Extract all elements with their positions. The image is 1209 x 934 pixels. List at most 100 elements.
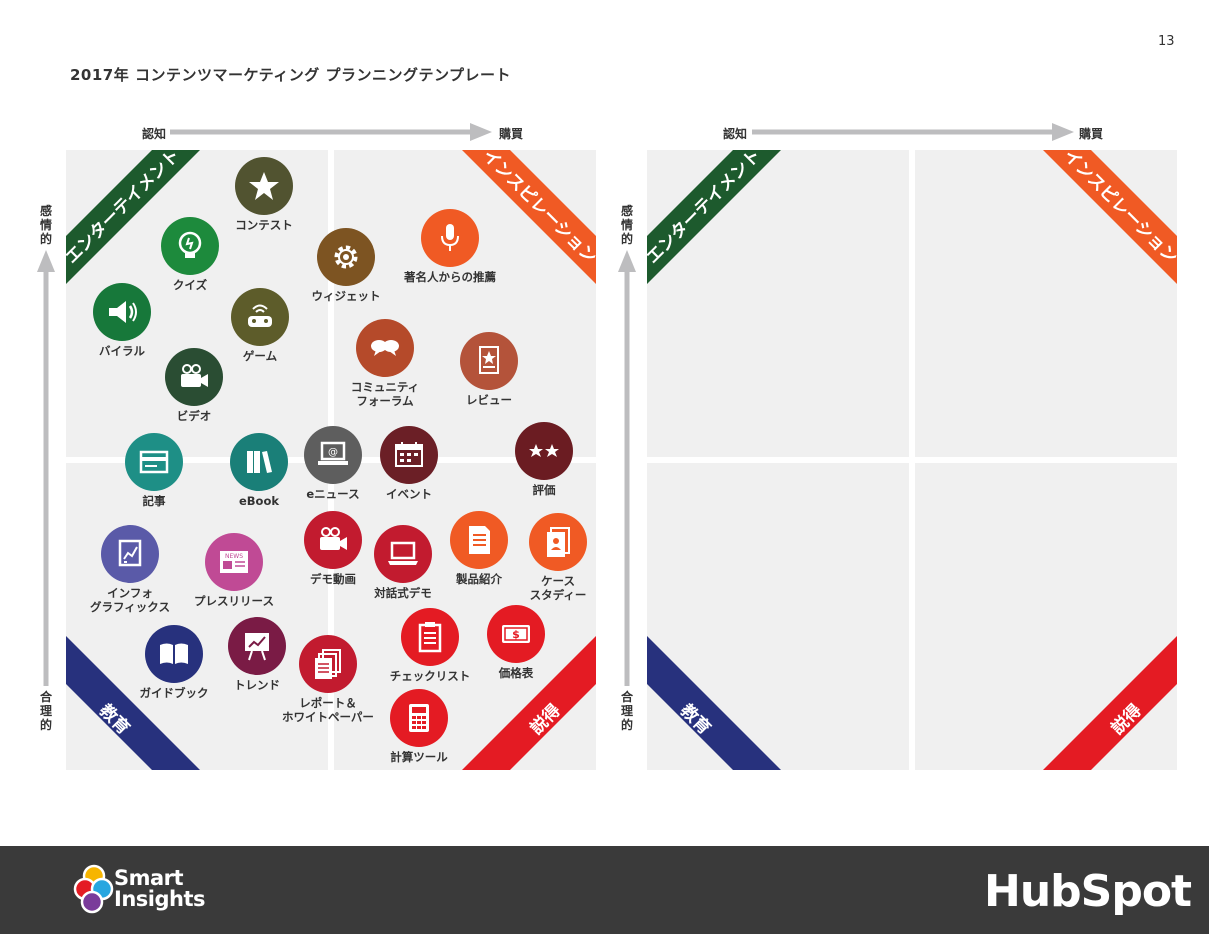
item-label: インフォ グラフィックス: [90, 586, 170, 614]
item-community-forum: コミュニティ フォーラム: [330, 319, 440, 408]
video-camera-icon: [320, 527, 347, 550]
guidebook-circle: [145, 625, 203, 683]
ebook-circle: [230, 433, 288, 491]
laptop-icon: [388, 541, 418, 565]
item-label: 価格表: [498, 666, 534, 680]
item-label: 製品紹介: [456, 572, 502, 586]
laptop-email-icon: @: [318, 441, 348, 465]
enews-circle: @: [304, 426, 362, 484]
item-guidebook: ガイドブック: [119, 625, 229, 700]
item-label: プレスリリース: [194, 594, 274, 608]
article-icon: [139, 450, 169, 474]
item-ebook: eBook: [204, 433, 314, 508]
item-press-release: NEWS プレスリリース: [179, 533, 289, 608]
smart-insights-wordmark: Smart Insights: [114, 868, 205, 910]
x-axis-right-label-blank: 購買: [1079, 127, 1104, 141]
item-contest: コンテスト: [209, 157, 319, 232]
x-axis-right-label: 購買: [499, 127, 524, 141]
rating-circle: [515, 422, 573, 480]
item-review: レビュー: [434, 332, 544, 407]
article-circle: [125, 433, 183, 491]
x-axis-left-label: 認知: [142, 127, 167, 141]
blank-band-education: [647, 636, 781, 770]
band-entertainment: [66, 150, 200, 284]
blank-quadrant-persuasion: 説得: [915, 463, 1177, 770]
quiz-circle: [161, 217, 219, 275]
infographics-circle: [101, 525, 159, 583]
item-quiz: クイズ: [135, 217, 245, 292]
item-product-intro: 製品紹介: [424, 511, 534, 586]
endorsement-circle: [421, 209, 479, 267]
case-study-circle: [529, 513, 587, 571]
y-axis-arrow-blank: [618, 250, 636, 686]
item-price-list: $ 価格表: [461, 605, 571, 680]
page-title: 2017年 コンテンツマーケティング プランニングテンプレート: [70, 66, 512, 84]
blank-band-entertainment: [647, 150, 781, 284]
blank-band-inspiration: [1043, 150, 1177, 284]
blank-quadrant-education: 教育: [647, 463, 909, 770]
band-inspiration: [462, 150, 596, 284]
item-label: クイズ: [172, 278, 208, 292]
document-icon: [469, 526, 490, 554]
viral-circle: [93, 283, 151, 341]
item-article: 記事: [99, 433, 209, 508]
x-axis-arrow: [170, 123, 492, 141]
quadrant-education: 教育: [66, 463, 328, 770]
game-controller-icon: [248, 304, 272, 327]
x-axis-arrow-blank: [752, 123, 1074, 141]
checklist-circle: [401, 608, 459, 666]
svg-text:NEWS: NEWS: [225, 553, 243, 560]
infographic-icon: [118, 539, 142, 567]
item-label: 評価: [532, 483, 556, 497]
item-label: 著名人からの推薦: [404, 270, 496, 284]
item-game: ゲーム: [205, 288, 315, 363]
product-intro-circle: [450, 511, 508, 569]
item-label: eニュース: [306, 487, 360, 501]
calendar-icon: [395, 442, 423, 467]
chat-bubbles-icon: [371, 340, 399, 356]
smart-insights-logo-icon: [73, 864, 114, 914]
item-label: コンテスト: [235, 218, 293, 232]
matrix-blank: エンターテイメント インスピレーション 教育 説得: [647, 150, 1177, 770]
trend-chart-icon: [245, 633, 269, 661]
item-label: チェックリスト: [389, 669, 471, 683]
smart-insights-line1: Smart: [114, 866, 184, 890]
item-reports: レポート＆ ホワイトペーパー: [263, 635, 393, 724]
y-axis-top-label-blank: 感情的: [620, 204, 633, 246]
item-label: ガイドブック: [139, 686, 209, 700]
calculator-circle: [390, 689, 448, 747]
item-enews: @ eニュース: [278, 426, 388, 501]
band-education: [66, 636, 200, 770]
footer-bar: Smart Insights HubSpot: [0, 846, 1209, 934]
svg-text:$: $: [512, 628, 520, 641]
item-label: レビュー: [466, 393, 512, 407]
y-axis-arrow: [37, 250, 55, 686]
price-list-circle: $: [487, 605, 545, 663]
item-label: レポート＆ ホワイトペーパー: [282, 696, 374, 724]
item-event: イベント: [354, 426, 464, 501]
item-label: eBook: [238, 494, 279, 508]
blank-band-persuasion: [1043, 636, 1177, 770]
two-stars-icon: [529, 444, 559, 457]
item-trend: トレンド: [202, 617, 312, 692]
contest-circle: [235, 157, 293, 215]
item-label: 計算ツール: [390, 750, 448, 764]
item-label: デモ動画: [310, 572, 356, 586]
video-camera-icon: [181, 364, 208, 387]
demo-video-circle: [304, 511, 362, 569]
item-video: ビデオ: [139, 348, 249, 423]
item-infographics: インフォ グラフィックス: [75, 525, 185, 614]
blank-quadrant-inspiration: インスピレーション: [915, 150, 1177, 457]
item-viral: バイラル: [67, 283, 177, 358]
item-endorsement: 著名人からの推薦: [395, 209, 505, 284]
quadrant-inspiration: インスピレーション: [334, 150, 596, 457]
clipboard-icon: [418, 622, 442, 653]
video-circle: [165, 348, 223, 406]
money-icon: $: [502, 625, 530, 643]
item-calculator: 計算ツール: [364, 689, 474, 764]
hubspot-logo: HubSpot: [984, 866, 1192, 917]
open-book-icon: [160, 643, 188, 664]
reports-circle: [299, 635, 357, 693]
review-circle: [460, 332, 518, 390]
books-icon: [247, 451, 272, 473]
